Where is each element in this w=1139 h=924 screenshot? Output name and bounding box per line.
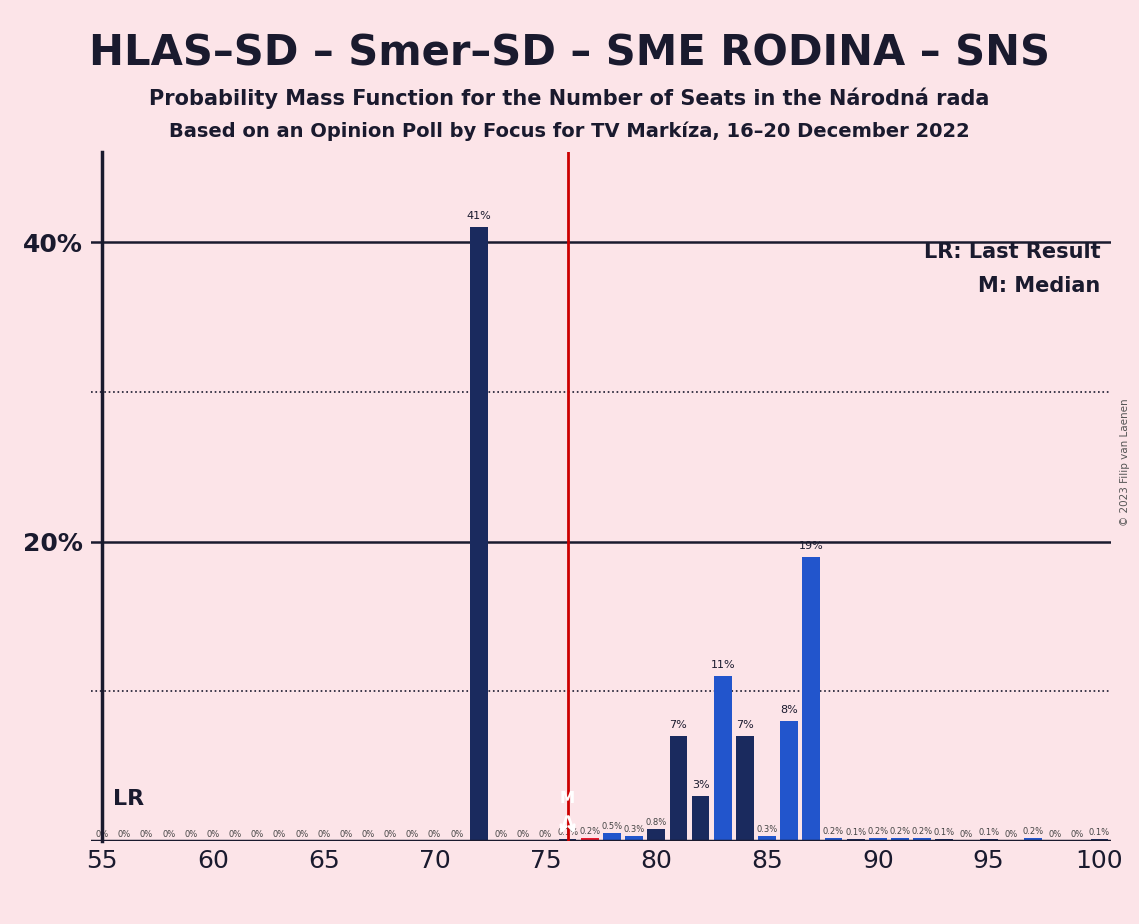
Text: 0.2%: 0.2% bbox=[911, 827, 933, 835]
Text: 0.2%: 0.2% bbox=[579, 827, 600, 835]
Text: 0%: 0% bbox=[273, 831, 286, 839]
Text: 0%: 0% bbox=[539, 831, 552, 839]
Bar bbox=[603, 833, 621, 841]
Bar bbox=[980, 839, 998, 841]
Bar bbox=[1090, 839, 1108, 841]
Bar bbox=[625, 836, 642, 841]
Text: 0%: 0% bbox=[185, 831, 197, 839]
Text: 8%: 8% bbox=[780, 705, 798, 715]
Text: 0%: 0% bbox=[229, 831, 241, 839]
Bar bbox=[559, 839, 576, 841]
Bar bbox=[935, 839, 953, 841]
Bar bbox=[581, 838, 599, 841]
Bar bbox=[913, 838, 931, 841]
Text: LR: Last Result: LR: Last Result bbox=[924, 242, 1100, 261]
Bar bbox=[1024, 838, 1042, 841]
Bar bbox=[825, 838, 843, 841]
Text: 0%: 0% bbox=[317, 831, 330, 839]
Bar bbox=[714, 676, 731, 841]
Text: 0.1%: 0.1% bbox=[845, 828, 867, 837]
Text: 0.1%: 0.1% bbox=[978, 828, 999, 837]
Text: 0.1%: 0.1% bbox=[557, 828, 579, 837]
Bar bbox=[891, 838, 909, 841]
Text: 0.1%: 0.1% bbox=[1089, 828, 1111, 837]
Text: 0.2%: 0.2% bbox=[890, 827, 910, 835]
Text: 0.8%: 0.8% bbox=[646, 818, 666, 827]
Text: 0.2%: 0.2% bbox=[1023, 827, 1043, 835]
Text: 0%: 0% bbox=[206, 831, 220, 839]
Text: 3%: 3% bbox=[691, 780, 710, 790]
Text: 0.3%: 0.3% bbox=[756, 825, 778, 834]
Bar bbox=[803, 556, 820, 841]
Text: LR: LR bbox=[113, 789, 145, 808]
Text: 0%: 0% bbox=[405, 831, 419, 839]
Bar bbox=[691, 796, 710, 841]
Text: 0%: 0% bbox=[295, 831, 309, 839]
Text: M: Median: M: Median bbox=[978, 276, 1100, 297]
Text: 0.2%: 0.2% bbox=[867, 827, 888, 835]
Text: 7%: 7% bbox=[670, 720, 687, 730]
Text: 7%: 7% bbox=[736, 720, 754, 730]
Text: Probability Mass Function for the Number of Seats in the Národná rada: Probability Mass Function for the Number… bbox=[149, 88, 990, 109]
Text: 0%: 0% bbox=[140, 831, 153, 839]
Text: 0.1%: 0.1% bbox=[934, 828, 954, 837]
Text: 0%: 0% bbox=[339, 831, 353, 839]
Text: 0%: 0% bbox=[450, 831, 464, 839]
Text: 0%: 0% bbox=[162, 831, 175, 839]
Bar bbox=[780, 721, 798, 841]
Bar bbox=[736, 736, 754, 841]
Text: 0.3%: 0.3% bbox=[623, 825, 645, 834]
Bar bbox=[869, 838, 886, 841]
Text: 0%: 0% bbox=[494, 831, 508, 839]
Text: Based on an Opinion Poll by Focus for TV Markíza, 16–20 December 2022: Based on an Opinion Poll by Focus for TV… bbox=[169, 122, 970, 141]
Text: 0.5%: 0.5% bbox=[601, 822, 623, 831]
Text: 0%: 0% bbox=[1049, 831, 1062, 839]
Text: 0.2%: 0.2% bbox=[823, 827, 844, 835]
Text: M: M bbox=[560, 792, 575, 807]
Text: © 2023 Filip van Laenen: © 2023 Filip van Laenen bbox=[1121, 398, 1130, 526]
Bar bbox=[647, 829, 665, 841]
Text: HLAS–SD – Smer–SD – SME RODINA – SNS: HLAS–SD – Smer–SD – SME RODINA – SNS bbox=[89, 32, 1050, 74]
Text: 0%: 0% bbox=[96, 831, 109, 839]
Bar bbox=[846, 839, 865, 841]
Text: 0%: 0% bbox=[960, 831, 973, 839]
Text: 41%: 41% bbox=[467, 212, 491, 222]
Text: 0%: 0% bbox=[428, 831, 441, 839]
Bar bbox=[470, 227, 487, 841]
Text: 0%: 0% bbox=[1005, 831, 1017, 839]
Bar bbox=[759, 836, 776, 841]
Text: 0%: 0% bbox=[361, 831, 375, 839]
Text: 0%: 0% bbox=[384, 831, 396, 839]
Bar bbox=[670, 736, 687, 841]
Text: 0%: 0% bbox=[117, 831, 131, 839]
Text: 0%: 0% bbox=[251, 831, 264, 839]
Text: 0%: 0% bbox=[1071, 831, 1084, 839]
Text: 11%: 11% bbox=[711, 661, 735, 670]
Text: 19%: 19% bbox=[798, 541, 823, 551]
Text: 0%: 0% bbox=[517, 831, 530, 839]
